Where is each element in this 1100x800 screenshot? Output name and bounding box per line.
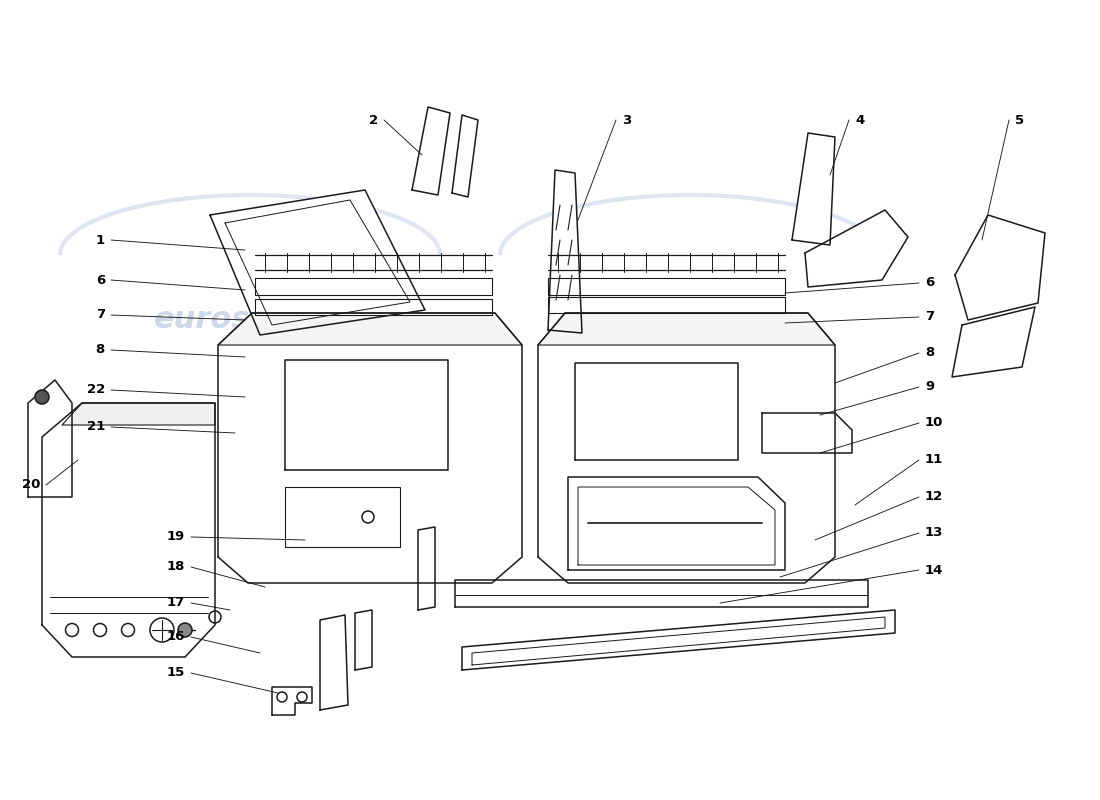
Polygon shape xyxy=(548,278,785,295)
Polygon shape xyxy=(452,115,478,197)
Text: 1: 1 xyxy=(96,234,104,246)
Circle shape xyxy=(178,623,192,637)
Polygon shape xyxy=(255,299,492,315)
Polygon shape xyxy=(285,487,400,547)
Polygon shape xyxy=(462,610,895,670)
Text: 4: 4 xyxy=(855,114,865,126)
Text: 9: 9 xyxy=(925,381,934,394)
Polygon shape xyxy=(952,307,1035,377)
Polygon shape xyxy=(218,313,522,583)
Polygon shape xyxy=(210,190,425,335)
Text: eurospares: eurospares xyxy=(594,306,786,334)
Text: 14: 14 xyxy=(925,563,944,577)
Text: 6: 6 xyxy=(96,274,104,286)
Polygon shape xyxy=(272,687,312,715)
Polygon shape xyxy=(548,170,582,333)
Polygon shape xyxy=(218,313,522,345)
Polygon shape xyxy=(285,360,448,470)
Text: 17: 17 xyxy=(167,597,185,610)
Polygon shape xyxy=(955,215,1045,320)
Text: 13: 13 xyxy=(925,526,944,539)
Polygon shape xyxy=(575,363,738,460)
Polygon shape xyxy=(62,403,214,425)
Polygon shape xyxy=(538,313,835,583)
Text: 7: 7 xyxy=(96,309,104,322)
Text: eurospares: eurospares xyxy=(154,306,346,334)
Text: 3: 3 xyxy=(621,114,631,126)
Polygon shape xyxy=(548,297,785,313)
Text: 7: 7 xyxy=(925,310,934,323)
Polygon shape xyxy=(762,413,852,453)
Text: 5: 5 xyxy=(1015,114,1024,126)
Text: 21: 21 xyxy=(87,421,104,434)
Polygon shape xyxy=(412,107,450,195)
Text: 18: 18 xyxy=(166,561,185,574)
Polygon shape xyxy=(320,615,348,710)
Polygon shape xyxy=(568,477,785,570)
Text: 16: 16 xyxy=(166,630,185,643)
Text: 6: 6 xyxy=(925,277,934,290)
Polygon shape xyxy=(805,210,907,287)
Text: 11: 11 xyxy=(925,454,944,466)
Text: 10: 10 xyxy=(925,417,944,430)
Polygon shape xyxy=(355,610,372,670)
Text: 19: 19 xyxy=(167,530,185,543)
Polygon shape xyxy=(455,580,868,607)
Text: 20: 20 xyxy=(22,478,40,491)
Polygon shape xyxy=(538,313,835,345)
Circle shape xyxy=(35,390,50,404)
Polygon shape xyxy=(255,278,492,295)
Text: 2: 2 xyxy=(368,114,378,126)
Polygon shape xyxy=(42,403,214,657)
Polygon shape xyxy=(792,133,835,245)
Text: 8: 8 xyxy=(96,343,104,357)
Text: 15: 15 xyxy=(167,666,185,679)
Text: 8: 8 xyxy=(925,346,934,359)
Text: 12: 12 xyxy=(925,490,944,503)
Text: 22: 22 xyxy=(87,383,104,397)
Polygon shape xyxy=(418,527,434,610)
Polygon shape xyxy=(28,380,72,497)
